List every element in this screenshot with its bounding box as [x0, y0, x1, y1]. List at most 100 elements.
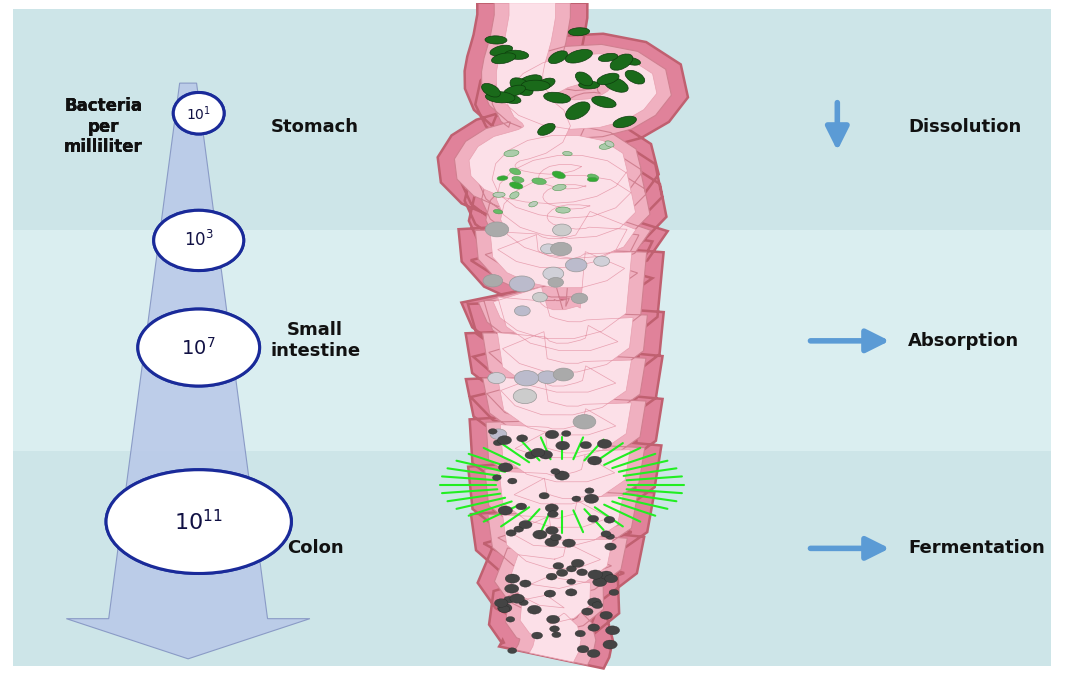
Ellipse shape: [497, 176, 508, 180]
Text: $10^{11}$: $10^{11}$: [174, 509, 224, 534]
Circle shape: [588, 570, 603, 579]
Circle shape: [551, 468, 561, 475]
Circle shape: [539, 450, 553, 459]
Circle shape: [510, 594, 525, 603]
Circle shape: [516, 503, 527, 510]
Ellipse shape: [153, 211, 244, 271]
Ellipse shape: [604, 77, 629, 92]
Circle shape: [573, 414, 596, 429]
Circle shape: [588, 515, 598, 522]
Ellipse shape: [588, 178, 598, 182]
Text: $10^{3}$: $10^{3}$: [184, 230, 214, 250]
Ellipse shape: [517, 75, 542, 88]
Circle shape: [606, 534, 615, 539]
Circle shape: [545, 526, 558, 535]
Ellipse shape: [538, 124, 555, 135]
Ellipse shape: [579, 81, 599, 89]
Circle shape: [551, 534, 562, 541]
Text: Stomach: Stomach: [271, 117, 360, 136]
Circle shape: [498, 603, 512, 612]
Circle shape: [488, 373, 505, 383]
Ellipse shape: [486, 92, 515, 103]
Ellipse shape: [599, 143, 612, 149]
Ellipse shape: [610, 54, 633, 70]
Circle shape: [544, 591, 553, 597]
Circle shape: [572, 496, 581, 502]
Circle shape: [519, 580, 531, 587]
Text: $10^{7}$: $10^{7}$: [181, 337, 216, 358]
Circle shape: [514, 306, 530, 316]
Circle shape: [516, 435, 528, 442]
Circle shape: [490, 429, 507, 439]
Circle shape: [566, 589, 577, 596]
Circle shape: [498, 506, 512, 515]
Circle shape: [571, 559, 584, 568]
Ellipse shape: [625, 70, 645, 84]
Circle shape: [566, 566, 577, 572]
Circle shape: [588, 649, 600, 657]
Circle shape: [546, 573, 557, 580]
Ellipse shape: [529, 201, 538, 207]
Text: Colon: Colon: [287, 539, 343, 558]
Circle shape: [585, 488, 594, 493]
Circle shape: [550, 626, 559, 632]
Circle shape: [567, 579, 576, 585]
Circle shape: [605, 543, 617, 550]
Ellipse shape: [552, 171, 565, 179]
Text: Dissolution: Dissolution: [908, 117, 1022, 136]
Circle shape: [545, 504, 558, 512]
Text: $10^{11}$: $10^{11}$: [174, 509, 224, 534]
Circle shape: [545, 430, 558, 439]
Ellipse shape: [563, 151, 572, 156]
Ellipse shape: [138, 309, 259, 386]
Circle shape: [562, 431, 571, 437]
Circle shape: [531, 448, 545, 457]
Circle shape: [545, 538, 558, 547]
Ellipse shape: [556, 207, 570, 213]
Ellipse shape: [173, 92, 225, 134]
Ellipse shape: [138, 309, 259, 386]
Circle shape: [485, 222, 509, 237]
Circle shape: [510, 276, 535, 292]
Circle shape: [508, 648, 516, 653]
Ellipse shape: [106, 470, 292, 574]
Circle shape: [588, 598, 602, 606]
Text: Fermentation: Fermentation: [908, 539, 1045, 558]
Text: $10^{1}$: $10^{1}$: [186, 104, 212, 123]
Circle shape: [514, 371, 539, 386]
Ellipse shape: [543, 92, 570, 103]
Polygon shape: [66, 83, 310, 659]
Circle shape: [504, 584, 518, 593]
Ellipse shape: [510, 192, 519, 198]
Circle shape: [532, 530, 546, 539]
Ellipse shape: [510, 78, 534, 96]
Circle shape: [609, 589, 619, 595]
Ellipse shape: [510, 182, 523, 189]
Polygon shape: [469, 3, 657, 662]
Circle shape: [495, 599, 508, 608]
Text: $10^{7}$: $10^{7}$: [181, 337, 216, 358]
Circle shape: [593, 578, 607, 587]
Ellipse shape: [553, 184, 566, 190]
Circle shape: [551, 242, 571, 256]
Circle shape: [527, 605, 541, 614]
Bar: [13, 9, 1051, 230]
Ellipse shape: [482, 84, 500, 97]
Circle shape: [505, 574, 519, 583]
Circle shape: [548, 277, 564, 288]
Polygon shape: [437, 3, 688, 668]
Circle shape: [518, 599, 528, 605]
Circle shape: [548, 511, 558, 518]
Circle shape: [588, 456, 602, 465]
Circle shape: [539, 493, 550, 499]
Ellipse shape: [504, 50, 528, 59]
Ellipse shape: [588, 174, 598, 180]
Circle shape: [494, 440, 502, 446]
Circle shape: [514, 526, 524, 533]
Circle shape: [531, 632, 542, 639]
Circle shape: [544, 590, 556, 597]
Ellipse shape: [500, 94, 521, 103]
Text: Small
intestine: Small intestine: [270, 321, 361, 360]
Ellipse shape: [623, 57, 640, 65]
Polygon shape: [455, 3, 672, 665]
